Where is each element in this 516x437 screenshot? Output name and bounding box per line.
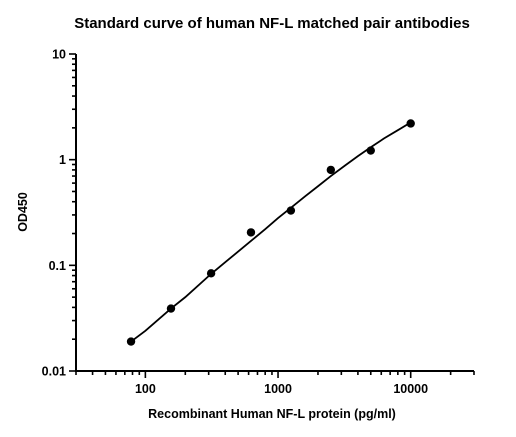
chart-title: Standard curve of human NF-L matched pai… [74, 15, 470, 32]
data-point [406, 119, 415, 128]
y-tick-label: 1 [59, 153, 66, 167]
data-point [286, 206, 296, 215]
data-point [366, 146, 375, 155]
data-point [166, 304, 176, 313]
x-tick-label: 100 [135, 382, 156, 396]
y-axis-ticks: 0.01 0.1 1 10 [42, 48, 76, 379]
data-point [126, 337, 136, 346]
x-tick-label: 1000 [264, 382, 292, 396]
x-tick-label: 10000 [393, 382, 428, 396]
y-tick-label: 0.1 [49, 259, 66, 273]
y-tick-label: 0.01 [42, 365, 66, 379]
data-point [326, 165, 336, 175]
data-points [126, 119, 415, 346]
data-point [206, 269, 216, 278]
x-axis-ticks: 100 1000 10000 [75, 371, 475, 396]
y-tick-label: 10 [52, 48, 66, 62]
y-axis-label: OD450 [16, 192, 30, 232]
x-axis-label: Recombinant Human NF-L protein (pg/ml) [148, 407, 396, 421]
data-point [246, 228, 256, 237]
